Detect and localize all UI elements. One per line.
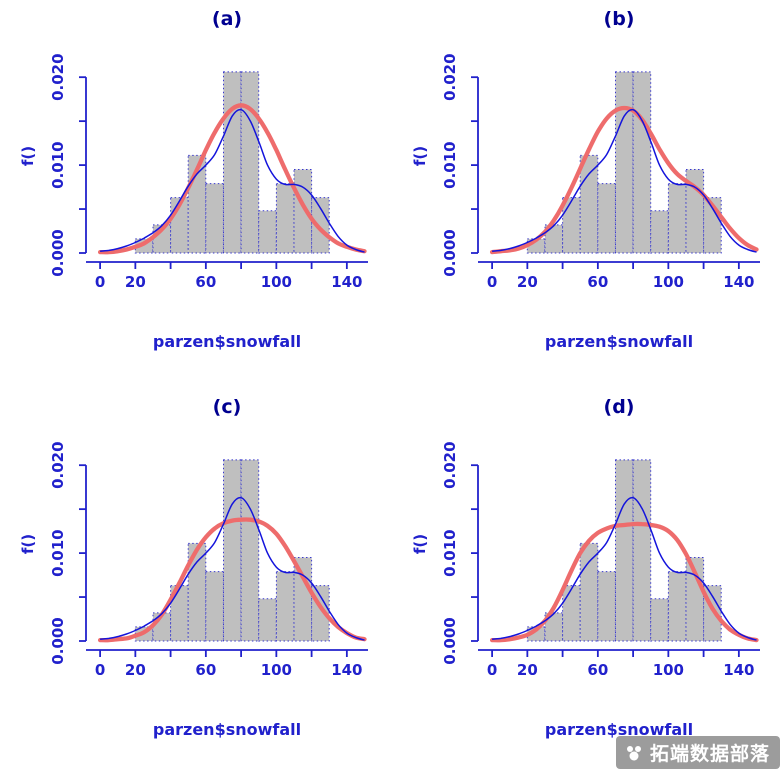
svg-text:20: 20 xyxy=(125,273,146,291)
plot-area: 0 20 60 100 140 0.000 0.010 0.020 xyxy=(441,53,760,291)
plot-area: 0 20 60 100 140 0.000 0.010 0.020 xyxy=(49,53,368,291)
panel-title: (a) xyxy=(211,8,243,30)
svg-text:0: 0 xyxy=(487,661,497,679)
svg-text:60: 60 xyxy=(195,661,216,679)
x-axis-label: parzen$snowfall xyxy=(152,720,302,739)
svg-text:100: 100 xyxy=(653,273,684,291)
svg-text:140: 140 xyxy=(723,273,754,291)
x-axis-label: parzen$snowfall xyxy=(152,332,302,351)
svg-text:20: 20 xyxy=(517,273,538,291)
plot-area: 0 20 60 100 140 0.000 0.010 0.020 xyxy=(441,441,760,679)
panel-d: (d) f() 0 20 60 100 140 0.000 0.010 0.020 parze… xyxy=(392,388,784,775)
svg-text:0.020: 0.020 xyxy=(49,441,67,488)
svg-text:100: 100 xyxy=(261,273,292,291)
svg-text:0.010: 0.010 xyxy=(441,529,459,576)
svg-text:0: 0 xyxy=(95,661,105,679)
watermark: 拓端数据部落 xyxy=(615,736,780,769)
svg-text:0.020: 0.020 xyxy=(441,53,459,100)
svg-text:100: 100 xyxy=(261,661,292,679)
svg-text:0.000: 0.000 xyxy=(441,617,459,664)
watermark-logo-icon xyxy=(624,743,644,763)
svg-text:60: 60 xyxy=(195,273,216,291)
svg-text:140: 140 xyxy=(331,273,362,291)
svg-text:60: 60 xyxy=(587,273,608,291)
panel-title: (b) xyxy=(603,8,635,30)
x-axis-label: parzen$snowfall xyxy=(544,332,694,351)
svg-text:20: 20 xyxy=(125,661,146,679)
svg-text:0.020: 0.020 xyxy=(441,441,459,488)
plot-area: 0 20 60 100 140 0.000 0.010 0.020 xyxy=(49,441,368,679)
panel-title: (c) xyxy=(212,396,242,418)
svg-text:0.000: 0.000 xyxy=(49,617,67,664)
svg-text:100: 100 xyxy=(653,661,684,679)
panel-c: (c) f() 0 20 60 100 140 0.000 0.010 0.020 parze… xyxy=(0,388,392,775)
svg-text:0.020: 0.020 xyxy=(49,53,67,100)
watermark-text: 拓端数据部落 xyxy=(649,743,770,765)
svg-text:0.000: 0.000 xyxy=(49,229,67,276)
panel-title: (d) xyxy=(603,396,635,418)
svg-text:140: 140 xyxy=(331,661,362,679)
svg-text:0.010: 0.010 xyxy=(49,529,67,576)
svg-text:0.000: 0.000 xyxy=(441,229,459,276)
svg-text:0.010: 0.010 xyxy=(441,141,459,188)
svg-text:0.010: 0.010 xyxy=(49,141,67,188)
panel-a: (a) f() 0 20 60 100 140 0.000 0.010 0.020 parze… xyxy=(0,0,392,388)
svg-text:140: 140 xyxy=(723,661,754,679)
svg-text:60: 60 xyxy=(587,661,608,679)
svg-text:20: 20 xyxy=(517,661,538,679)
svg-text:0: 0 xyxy=(95,273,105,291)
x-axis-label: parzen$snowfall xyxy=(544,720,694,739)
panel-b: (b) f() 0 20 60 100 140 0.000 0.010 0.020 parze… xyxy=(392,0,784,388)
svg-text:0: 0 xyxy=(487,273,497,291)
